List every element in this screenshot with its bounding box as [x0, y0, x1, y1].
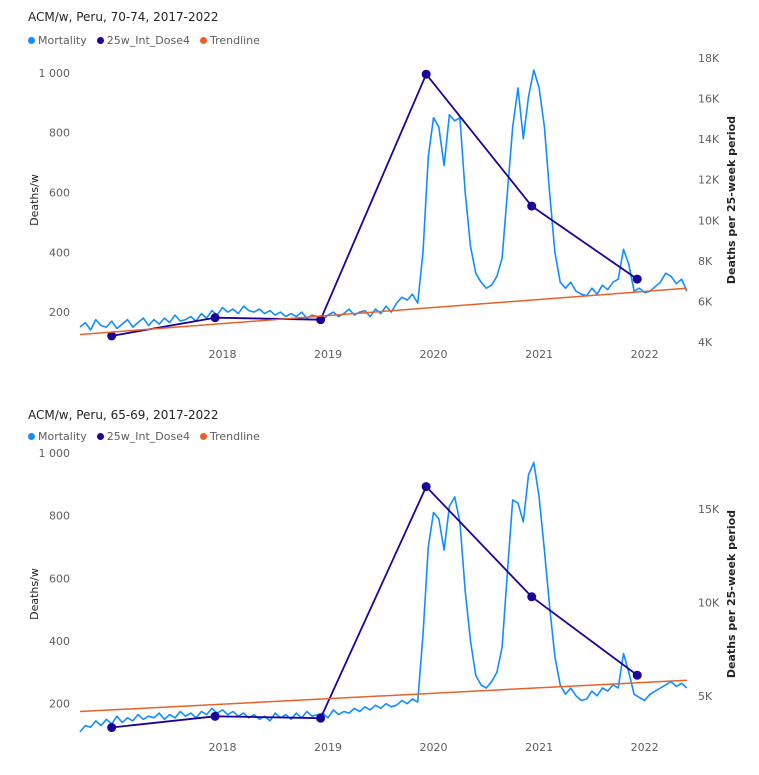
y2-tick-label: 10K [698, 596, 720, 609]
y2-tick-label: 10K [698, 214, 720, 227]
legend-marker-mortality [28, 37, 35, 44]
legend-item-dose4[interactable]: 25w_Int_Dose4 [96, 430, 190, 443]
legend-item-mortality[interactable]: Mortality [28, 34, 87, 47]
x-tick-label: 2019 [314, 348, 342, 361]
x-tick-label: 2020 [420, 348, 448, 361]
y-axis-title: Deaths/w [28, 568, 41, 620]
chart-plot-area: 200 400 600 800 1 000 5K 10K 15K 2018 2019 2020 202… [28, 447, 738, 754]
y-tick-label: 200 [49, 306, 70, 319]
series-line-2 [79, 287, 687, 336]
legend-marker-mortality [28, 433, 35, 440]
legend-label: Trendline [209, 430, 260, 443]
y2-tick-label: 12K [698, 174, 720, 187]
series-line-0 [79, 69, 688, 331]
legend-label: Mortality [38, 34, 87, 47]
series-point [316, 713, 326, 723]
legend-marker-trendline [199, 37, 207, 44]
series-point [210, 711, 220, 721]
y-tick-label: 400 [49, 246, 70, 259]
series-point [527, 592, 537, 602]
series-line-1 [111, 485, 638, 729]
y2-tick-label: 14K [698, 133, 720, 146]
series-line-2 [79, 679, 687, 713]
series-point [632, 274, 642, 284]
x-tick-label: 2019 [314, 741, 342, 754]
legend-label: 25w_Int_Dose4 [106, 34, 190, 47]
legend: Mortality 25w_Int_Dose4 Trendline [28, 34, 260, 47]
series-point [421, 69, 431, 79]
series-point [107, 331, 117, 341]
legend-marker-trendline [199, 433, 207, 440]
y-axis-title: Deaths/w [28, 174, 41, 226]
y2-tick-label: 15K [698, 503, 720, 516]
legend-item-trendline[interactable]: Trendline [199, 430, 260, 443]
legend-marker-dose4 [96, 433, 104, 440]
x-tick-label: 2022 [631, 741, 659, 754]
y-tick-label: 200 [49, 698, 70, 711]
y2-tick-label: 18K [698, 52, 720, 65]
y2-tick-label: 8K [698, 255, 713, 268]
chart-title: ACM/w, Peru, 65-69, 2017-2022 [28, 408, 219, 422]
series-line-0 [79, 461, 688, 733]
y2-axis-title: Deaths per 25-week period [725, 510, 738, 678]
x-tick-label: 2021 [525, 741, 553, 754]
legend-item-trendline[interactable]: Trendline [199, 34, 260, 47]
y-tick-label: 1 000 [39, 67, 71, 80]
series-point [527, 201, 537, 211]
y2-tick-label: 16K [698, 93, 720, 106]
x-tick-label: 2022 [631, 348, 659, 361]
x-tick-label: 2018 [208, 741, 236, 754]
legend-item-dose4[interactable]: 25w_Int_Dose4 [96, 34, 190, 47]
y-tick-label: 400 [49, 635, 70, 648]
y-tick-label: 600 [49, 572, 70, 585]
series-point [210, 313, 220, 323]
series-point [632, 670, 642, 680]
chart-title: ACM/w, Peru, 70-74, 2017-2022 [28, 10, 219, 24]
series-point [316, 315, 326, 325]
y2-tick-label: 6K [698, 295, 713, 308]
legend-marker-dose4 [96, 37, 104, 44]
y-tick-label: 1 000 [39, 447, 71, 460]
y2-tick-label: 5K [698, 690, 713, 703]
series-point [107, 723, 117, 733]
y-tick-label: 600 [49, 187, 70, 200]
legend-item-mortality[interactable]: Mortality [28, 430, 87, 443]
series-line-1 [111, 73, 638, 337]
x-tick-label: 2018 [208, 348, 236, 361]
x-tick-label: 2021 [525, 348, 553, 361]
legend-label: Trendline [209, 34, 260, 47]
series-point [421, 482, 431, 492]
x-tick-label: 2020 [420, 741, 448, 754]
y-tick-label: 800 [49, 127, 70, 140]
legend-label: Mortality [38, 430, 87, 443]
chart-plot-area: 200 400 600 800 1 000 4K 6K 8K 10K 12K 14K 16K 18K 20… [28, 52, 738, 361]
y2-tick-label: 4K [698, 336, 713, 349]
y2-axis-title: Deaths per 25-week period [725, 116, 738, 284]
legend: Mortality 25w_Int_Dose4 Trendline [28, 430, 260, 443]
y-tick-label: 800 [49, 510, 70, 523]
legend-label: 25w_Int_Dose4 [106, 430, 190, 443]
